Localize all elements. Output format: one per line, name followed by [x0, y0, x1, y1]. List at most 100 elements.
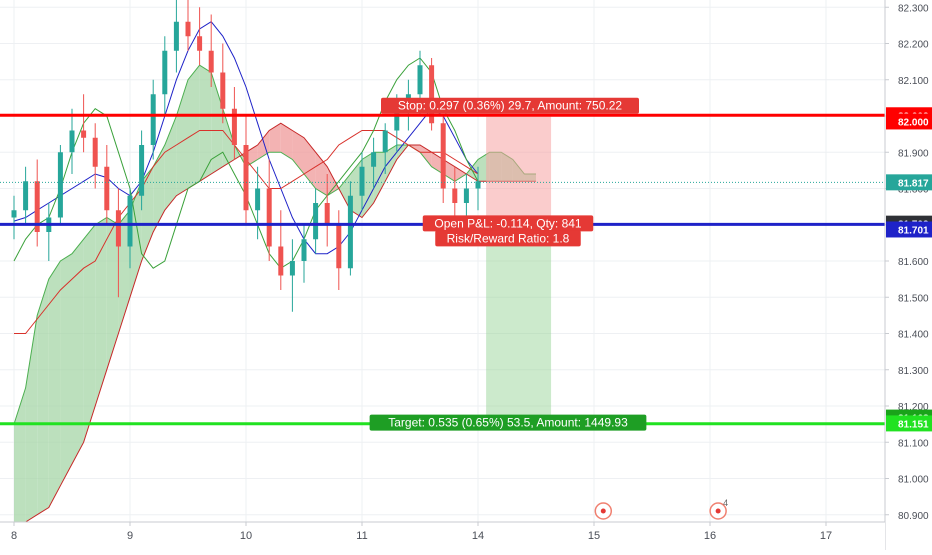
cloud-segment	[246, 145, 258, 167]
price-badge-label: 81.701	[898, 225, 929, 236]
cloud-segment	[199, 65, 212, 182]
candle	[347, 181, 353, 276]
candle-body	[208, 50, 214, 73]
time-tick-label: 11	[356, 530, 367, 542]
price-tick-label: 82.100	[898, 76, 929, 87]
rr-label-box	[435, 230, 581, 247]
candle	[185, 0, 191, 51]
candle-body	[313, 203, 319, 240]
candle-body	[452, 188, 458, 203]
candle	[173, 0, 179, 73]
cloud-span-a	[13, 64, 536, 425]
candle	[452, 166, 458, 225]
price-tick-label: 81.900	[898, 148, 929, 159]
pnl-label-box	[422, 215, 594, 232]
target-label-box	[369, 414, 647, 431]
event-marker[interactable]: 4	[709, 498, 728, 520]
event-markers[interactable]: 4	[594, 498, 728, 520]
candle	[359, 152, 365, 211]
candle	[255, 166, 261, 240]
cloud-segment	[130, 181, 142, 298]
candle	[162, 36, 168, 116]
candle-body	[162, 50, 168, 95]
candle	[139, 130, 145, 211]
candle	[127, 188, 133, 269]
candle	[11, 195, 17, 240]
candle-body	[440, 123, 446, 189]
time-axis[interactable]: 8 9 10 11 14 15 16 17	[0, 521, 885, 550]
price-tick-label: 81.600	[898, 257, 929, 268]
candle-body	[301, 239, 307, 261]
candle-body	[336, 224, 342, 269]
price-tick-label: 82.300	[898, 3, 929, 14]
cloud-segment	[280, 123, 293, 160]
stop-label: Stop: 0.297 (0.36%) 29.7, Amount: 750.22	[381, 97, 639, 114]
price-tick-label: 81.400	[898, 330, 929, 341]
candle	[197, 7, 203, 66]
target-label: Target: 0.535 (0.65%) 53.5, Amount: 1449…	[369, 414, 647, 431]
candle	[69, 108, 75, 174]
candle	[104, 145, 110, 225]
price-badge	[886, 221, 932, 238]
cloud-segment	[60, 253, 72, 486]
cloud-segment	[176, 79, 188, 196]
cloud-segment	[211, 72, 223, 174]
candle-body	[255, 188, 261, 211]
cloud-segment	[118, 210, 130, 334]
candle-body	[115, 210, 121, 247]
candle-body	[11, 210, 17, 218]
cloud-segment	[153, 145, 165, 232]
candle	[301, 224, 307, 283]
candle-body	[266, 188, 272, 247]
cloud-segment	[14, 387, 26, 522]
candle	[324, 174, 330, 247]
candle-body	[289, 261, 295, 276]
candle-body	[382, 130, 388, 153]
cloud-segment	[83, 224, 96, 443]
candle-body	[104, 166, 110, 211]
time-tick-label: 15	[588, 530, 600, 542]
price-badge-label: 81.151	[898, 419, 929, 430]
candle	[115, 188, 121, 298]
last-price-badge-label: 81.817	[898, 178, 929, 189]
price-badge-label: 82.000	[898, 117, 929, 128]
position-tool[interactable]	[486, 116, 552, 418]
event-marker[interactable]	[594, 502, 613, 520]
candle	[429, 58, 435, 131]
event-marker-dot	[715, 508, 721, 514]
cloud-span-b	[14, 122, 536, 523]
cloud-segment	[95, 217, 107, 406]
event-marker-dot	[600, 508, 606, 514]
candle-body	[92, 137, 98, 167]
price-axis[interactable]: 82.30082.20082.10082.00081.90081.80081.7…	[884, 0, 932, 550]
price-tick-label: 81.300	[898, 366, 929, 377]
candle	[475, 166, 481, 211]
ichimoku-cloud	[13, 64, 536, 523]
candle	[231, 87, 237, 160]
cloud-segment	[292, 130, 304, 174]
cloud-segment	[269, 123, 281, 153]
candle	[23, 166, 29, 225]
candle	[243, 116, 249, 225]
candle-body	[324, 203, 330, 225]
cloud-segment	[362, 152, 374, 218]
event-marker-count: 4	[723, 498, 728, 508]
candle	[313, 188, 319, 254]
position-labels: Stop: 0.297 (0.36%) 29.7, Amount: 750.22…	[369, 97, 647, 431]
cloud-segment	[72, 239, 84, 464]
time-tick-label: 17	[820, 530, 832, 542]
candle	[289, 239, 295, 312]
candle	[57, 145, 63, 225]
candle	[266, 159, 272, 261]
cloud-segment	[188, 65, 200, 189]
candle-body	[34, 181, 40, 232]
cloud-segment	[25, 315, 38, 522]
candle-body	[278, 246, 284, 276]
cloud-segment	[141, 166, 154, 261]
price-tick-label: 82.200	[898, 40, 929, 51]
position-risk-zone	[486, 116, 552, 225]
time-tick-label: 8	[11, 530, 17, 542]
candle	[208, 14, 214, 87]
